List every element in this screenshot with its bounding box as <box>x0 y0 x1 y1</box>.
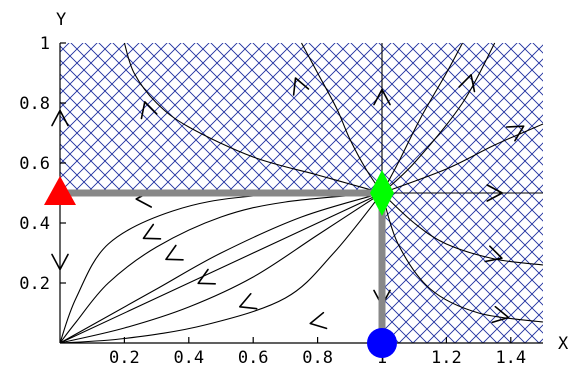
direction-arrow <box>165 244 184 261</box>
highlight-segments <box>60 189 386 343</box>
trajectory-5 <box>381 42 496 194</box>
x-tick-label: 0.4 <box>173 348 204 368</box>
trajectory-15 <box>59 192 383 344</box>
trajectory-4 <box>381 42 463 194</box>
direction-arrow <box>491 305 510 324</box>
direction-arrow <box>373 88 391 106</box>
direction-arrow <box>238 292 258 310</box>
x-tick-label: 1.2 <box>431 348 462 368</box>
direction-arrow <box>458 74 476 93</box>
x-axis-title: X <box>558 334 569 354</box>
x-tick-label: 0.6 <box>238 348 269 368</box>
trajectory-1 <box>123 42 383 194</box>
blue-circle-marker <box>367 328 397 358</box>
direction-arrow <box>140 101 158 120</box>
red-triangle-marker <box>44 176 76 205</box>
green-diamond-marker <box>370 170 394 216</box>
trajectory-9 <box>381 192 544 323</box>
y-tick-label: 0.6 <box>19 154 50 174</box>
tick-labels: 0.20.40.60.811.21.40.20.40.60.81 <box>19 34 526 368</box>
direction-arrow <box>486 184 503 202</box>
y-tick-label: 0.2 <box>19 274 50 294</box>
trajectory-2 <box>301 42 383 194</box>
hatched-regions <box>60 43 543 343</box>
direction-arrow <box>197 268 216 285</box>
direction-arrow <box>142 223 162 240</box>
direction-arrows <box>51 74 525 330</box>
equilibria <box>44 170 397 358</box>
trajectory-12 <box>59 192 383 344</box>
x-tick-label: 1.4 <box>495 348 526 368</box>
trajectory-8 <box>381 192 544 266</box>
trajectory-10 <box>59 192 383 344</box>
trajectory-11 <box>59 192 383 344</box>
y-tick-label: 1 <box>40 34 50 54</box>
y-axis-title: Y <box>56 10 66 30</box>
trajectory-6 <box>381 123 544 194</box>
x-tick-label: 0.8 <box>302 348 333 368</box>
trajectory-14 <box>59 192 383 344</box>
x-tick-label: 0.2 <box>109 348 140 368</box>
y-tick-label: 0.4 <box>19 214 50 234</box>
y-tick-label: 0.8 <box>19 94 50 114</box>
direction-arrow <box>309 311 328 330</box>
direction-arrow <box>292 77 310 96</box>
hatched-region-upper <box>60 43 543 193</box>
direction-arrow <box>505 125 525 142</box>
direction-arrow <box>484 245 503 263</box>
